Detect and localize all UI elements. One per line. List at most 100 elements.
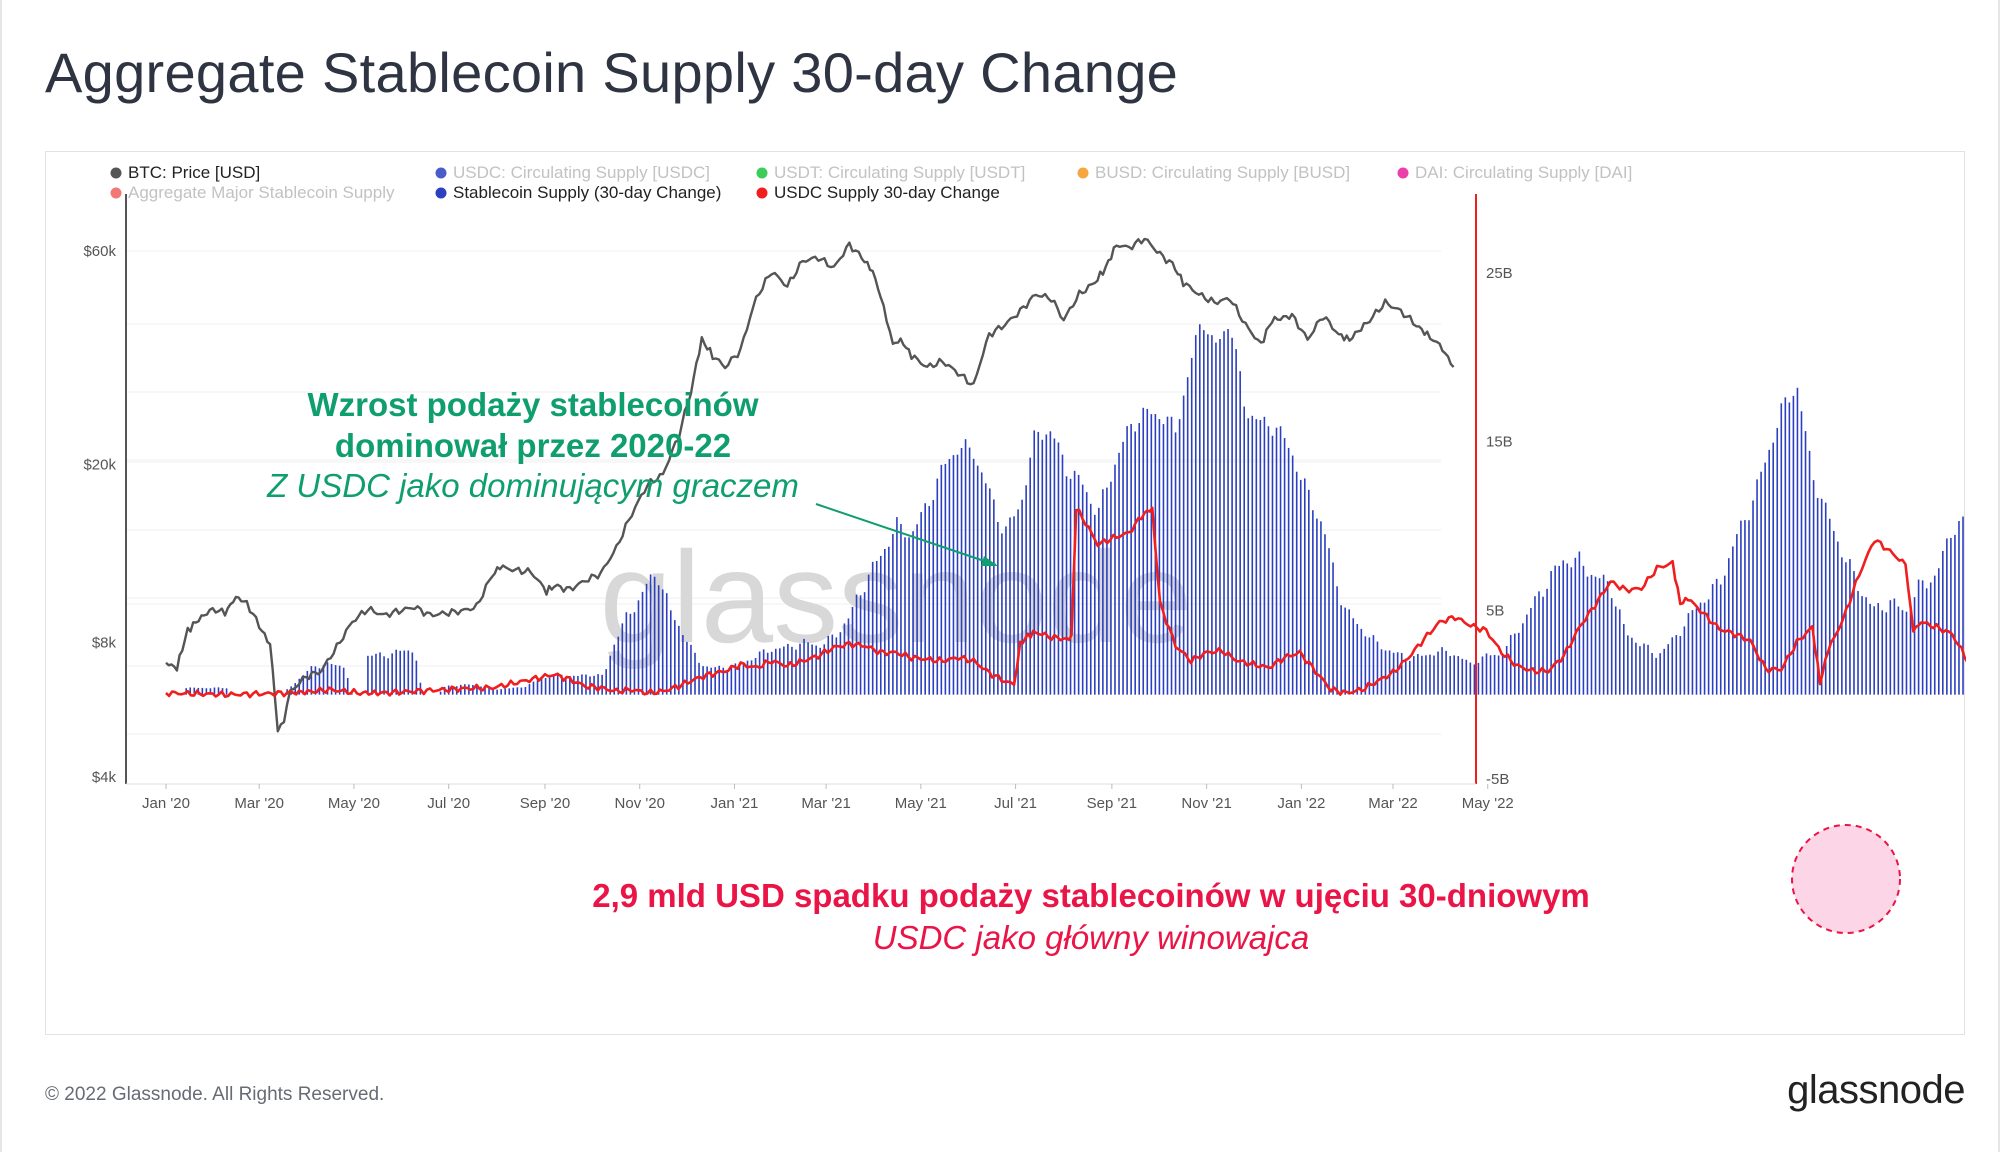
stablecoin-bar (1772, 442, 1775, 695)
x-tick-label: Jul '21 (994, 795, 1037, 812)
legend-item[interactable]: USDC: Circulating Supply [USDC] (435, 163, 710, 182)
stablecoin-bar (1352, 618, 1355, 695)
stablecoin-bar (1235, 349, 1237, 695)
stablecoin-bar (314, 666, 317, 695)
stablecoin-bar (346, 678, 349, 695)
stablecoin-bar (912, 531, 914, 695)
stablecoin-bar (1651, 653, 1653, 695)
stablecoin-bar (375, 653, 377, 695)
stablecoin-bar (1824, 502, 1827, 695)
stablecoin-bar (1279, 426, 1282, 695)
stablecoin-bar (1291, 455, 1294, 695)
legend-item[interactable]: BTC: Price [USD] (110, 163, 261, 182)
stablecoin-bar (702, 666, 704, 695)
stablecoin-bar (1421, 655, 1423, 695)
stablecoin-bar (1182, 395, 1185, 695)
stablecoin-bar (980, 472, 983, 695)
stablecoin-bar (318, 668, 321, 695)
stablecoin-bar (669, 610, 672, 695)
chart-svg: glassnode $4k $8k $20k $60k -5B 5B 15B 25B Jan '… (83, 163, 1966, 956)
legend-item[interactable]: DAI: Circulating Supply [DAI] (1397, 163, 1633, 182)
stablecoin-bar (766, 652, 769, 695)
y-right-tick-label: 15B (1486, 434, 1513, 451)
annotation-green-title-1: Wzrost podaży stablecoinów (307, 386, 758, 423)
y-left-tick-label: $60k (83, 243, 116, 260)
stablecoin-bar (1037, 431, 1040, 695)
stablecoin-bar (306, 670, 309, 695)
stablecoin-bar (330, 663, 333, 695)
y-right-tick-label: 25B (1486, 265, 1513, 282)
stablecoin-bar (742, 662, 745, 695)
stablecoin-bar (189, 687, 192, 695)
stablecoin-bar (1837, 541, 1839, 695)
stablecoin-bar (1538, 591, 1540, 695)
stablecoin-bar (1203, 330, 1205, 695)
stablecoin-bar (1356, 623, 1359, 695)
stablecoin-bar (827, 635, 830, 695)
stablecoin-bar (928, 506, 931, 695)
stablecoin-bar (213, 687, 216, 695)
x-tick-label: Nov '21 (1181, 795, 1231, 812)
y-left-tick-label: $8k (92, 634, 117, 651)
stablecoin-bar (1663, 648, 1665, 695)
stablecoin-bar (1550, 571, 1552, 695)
legend-label: Stablecoin Supply (30-day Change) (453, 183, 721, 202)
legend-item[interactable]: USDT: Circulating Supply [USDT] (756, 163, 1026, 182)
stablecoin-bar (1025, 485, 1027, 695)
stablecoin-bar (484, 686, 486, 695)
stablecoin-bar (1057, 442, 1060, 695)
stablecoin-bar (831, 634, 834, 695)
legend-item[interactable]: USDC Supply 30-day Change (756, 183, 1000, 202)
stablecoin-bar (544, 678, 547, 695)
stablecoin-bar (1102, 489, 1104, 695)
stablecoin-bar (411, 652, 414, 695)
stablecoin-bar (823, 644, 826, 695)
stablecoin-bar (1845, 562, 1847, 695)
stablecoin-bar (504, 688, 507, 695)
stablecoin-bar (1542, 596, 1544, 695)
stablecoin-bar (1146, 408, 1149, 695)
stablecoin-bar (1522, 623, 1524, 695)
stablecoin-bar (1635, 642, 1637, 695)
legend-item[interactable]: Stablecoin Supply (30-day Change) (435, 183, 722, 202)
stablecoin-bar (1009, 517, 1011, 695)
stablecoin-bar (1667, 644, 1670, 695)
stablecoin-bar (1368, 637, 1371, 695)
stablecoin-bar (1639, 646, 1641, 695)
stablecoin-bar (863, 592, 866, 695)
stablecoin-bar (1308, 489, 1310, 695)
stablecoin-bar (1897, 606, 1900, 695)
stablecoin-bar (734, 663, 737, 695)
legend-item[interactable]: Aggregate Major Stablecoin Supply (110, 183, 395, 202)
stablecoin-bar (1380, 649, 1383, 695)
stablecoin-bar (871, 561, 874, 695)
stablecoin-bar (1061, 454, 1064, 695)
stablecoin-bar (1643, 643, 1645, 695)
stablecoin-bar (1695, 608, 1698, 695)
chart-frame: glassnode $4k $8k $20k $60k -5B 5B 15B 25B Jan '… (45, 151, 1966, 1035)
stablecoin-bar (1578, 551, 1581, 695)
stablecoin-bar (338, 665, 341, 695)
stablecoin-bar (904, 537, 906, 695)
stablecoin-bar (1328, 548, 1330, 695)
stablecoin-bar (399, 650, 402, 695)
stablecoin-bar (1081, 484, 1084, 695)
stablecoin-bar (633, 612, 636, 695)
stablecoin-bar (1170, 416, 1173, 695)
stablecoin-bar (1150, 414, 1153, 695)
stablecoin-bar (1013, 516, 1015, 695)
stablecoin-bar (1602, 574, 1605, 695)
stablecoin-bar (738, 663, 741, 695)
stablecoin-bar (609, 655, 612, 695)
stablecoin-bar (884, 548, 886, 695)
stablecoin-bar (811, 644, 813, 695)
stablecoin-bar (569, 675, 571, 695)
x-tick-label: Sep '21 (1087, 795, 1137, 812)
legend-item[interactable]: BUSD: Circulating Supply [BUSD] (1077, 163, 1351, 182)
stablecoin-bar (621, 623, 624, 695)
stablecoin-bar (1186, 377, 1189, 695)
stablecoin-bar (774, 648, 777, 695)
y-left-tick-label: $20k (83, 456, 116, 473)
stablecoin-bar (1574, 557, 1577, 695)
stablecoin-bar (1457, 656, 1460, 695)
